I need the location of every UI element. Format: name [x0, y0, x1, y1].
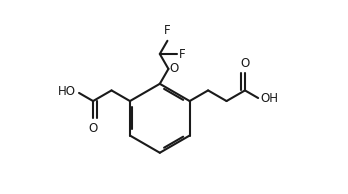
Text: HO: HO — [58, 85, 76, 98]
Text: O: O — [169, 62, 179, 75]
Text: F: F — [179, 48, 185, 61]
Text: OH: OH — [260, 92, 278, 105]
Text: O: O — [88, 122, 98, 135]
Text: O: O — [240, 56, 250, 69]
Text: F: F — [164, 24, 171, 37]
